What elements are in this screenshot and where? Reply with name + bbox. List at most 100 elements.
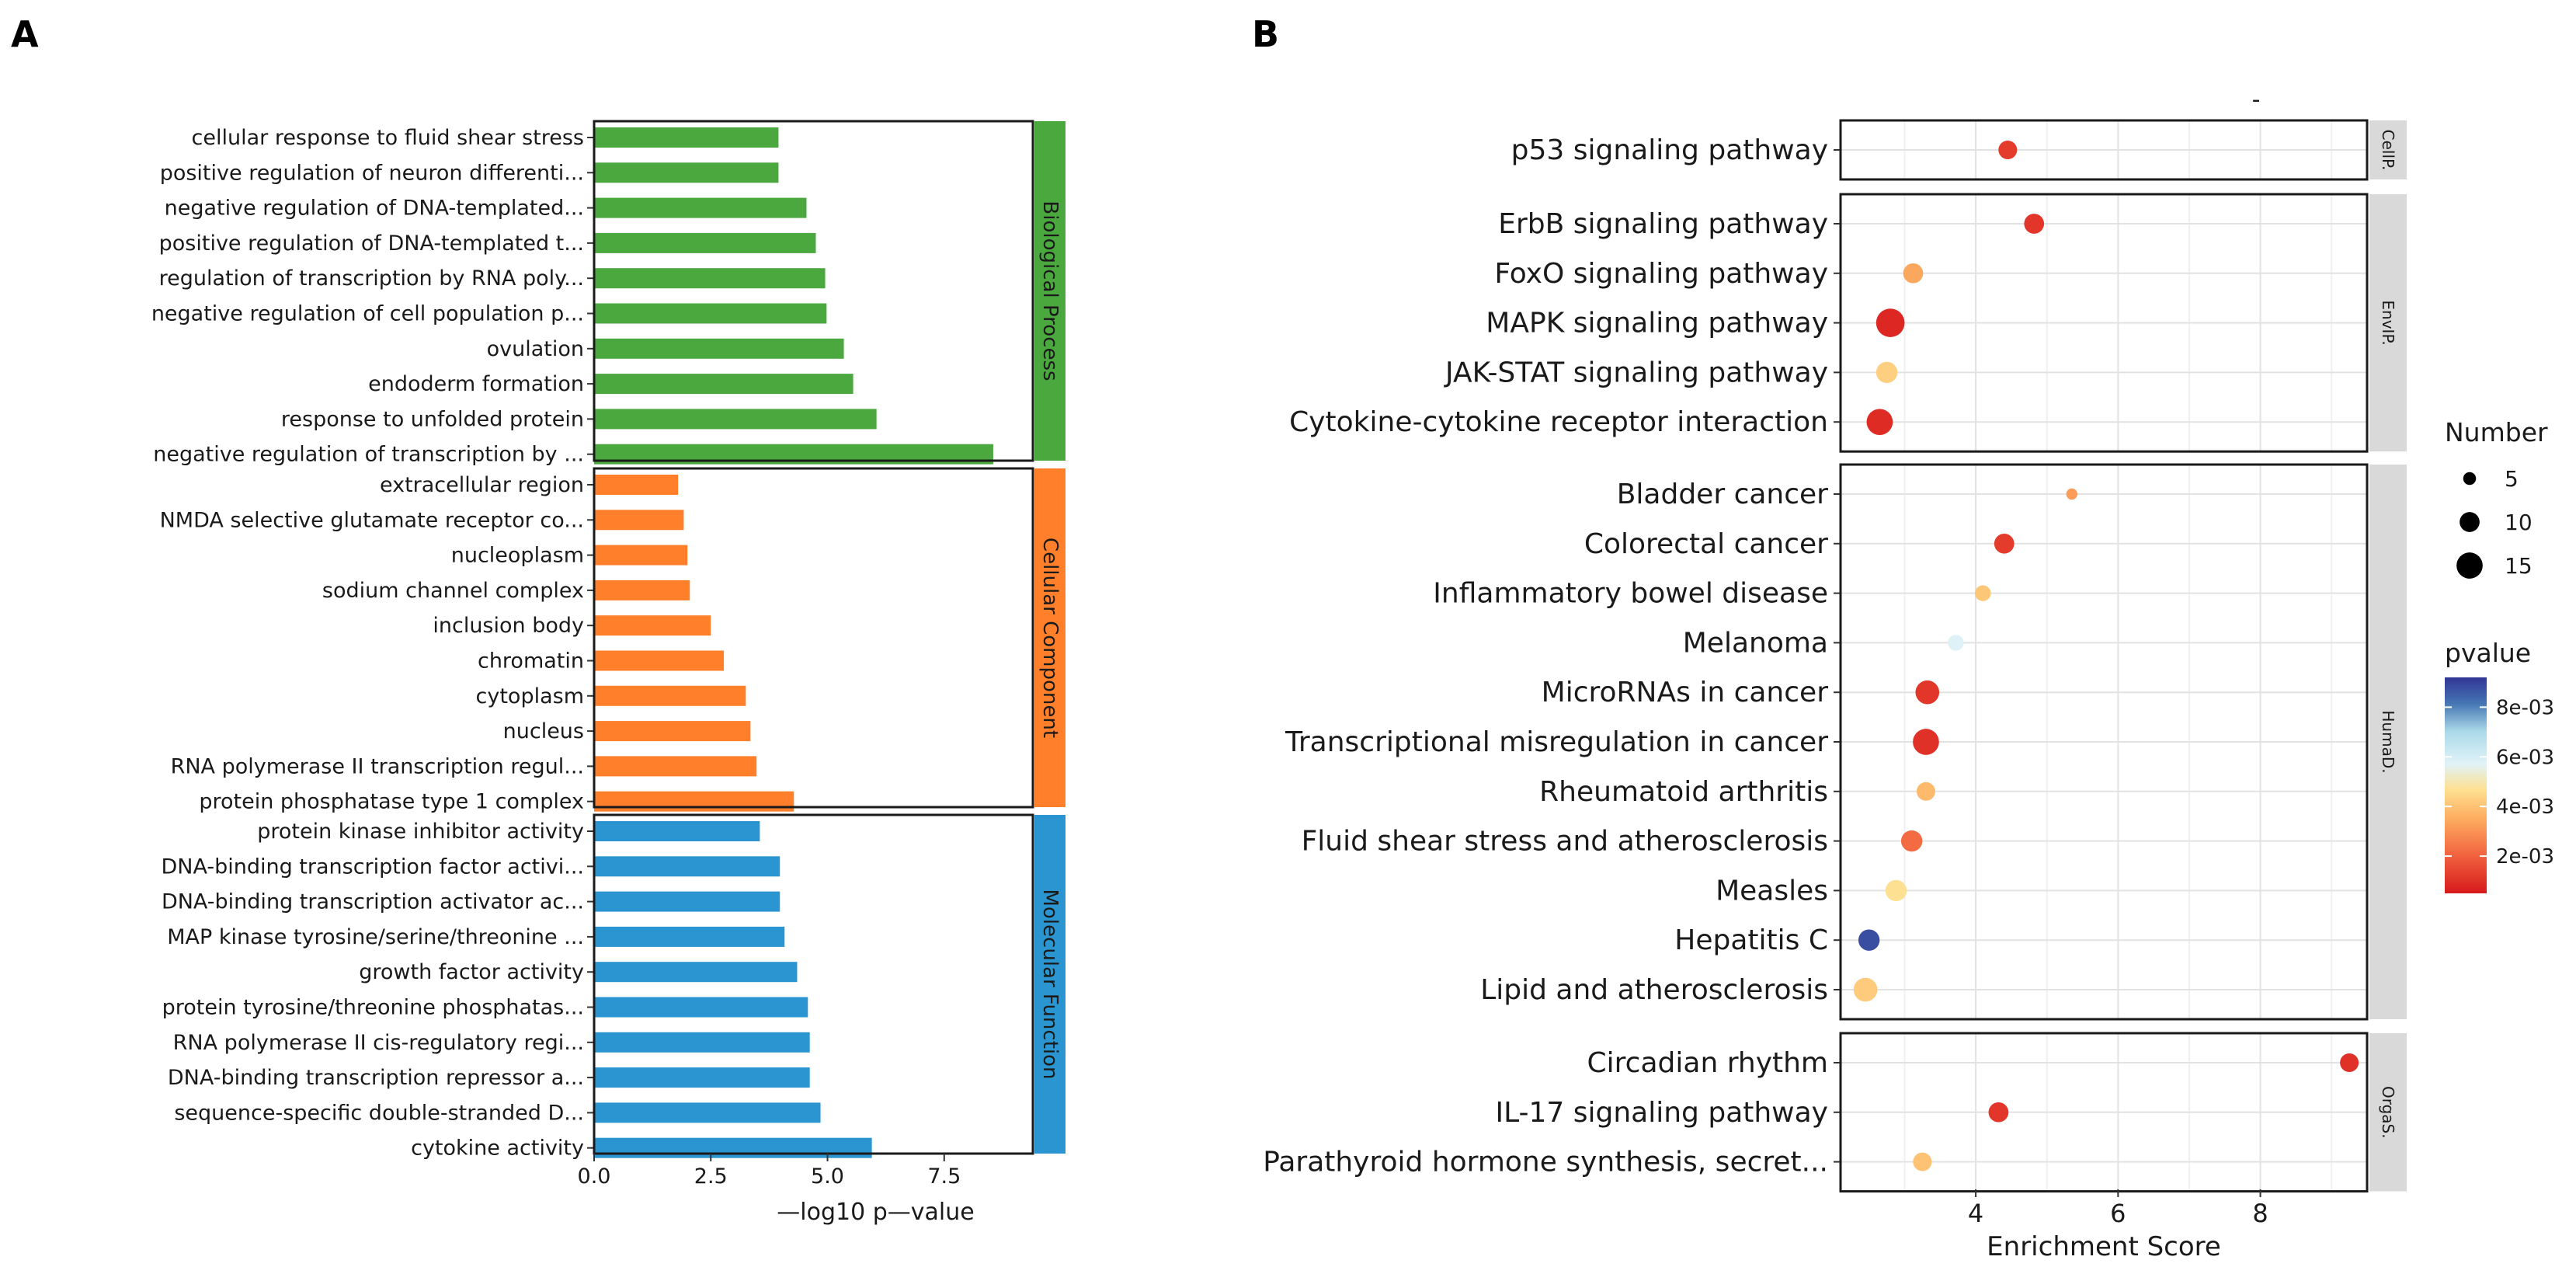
size-legend-title: Number bbox=[2445, 417, 2548, 447]
group-frame bbox=[593, 467, 1034, 809]
point bbox=[1975, 585, 1991, 601]
category-label: cytoplasm bbox=[476, 684, 584, 708]
facet-label: HumaD. bbox=[2379, 710, 2397, 773]
facet-strip bbox=[2369, 465, 2407, 1019]
colorbar-tick-label: 6e-03 bbox=[2496, 746, 2554, 769]
x-axis-title: —log10 p—value bbox=[777, 1199, 974, 1226]
go-enrichment-bar-chart: cellular response to fluid shear stress p… bbox=[151, 120, 1066, 1226]
category-label: cellular response to fluid shear stress bbox=[192, 126, 584, 150]
bar bbox=[594, 197, 807, 218]
category-label: nucleus bbox=[503, 719, 584, 743]
term-label: Circadian rhythm bbox=[1587, 1047, 1828, 1079]
category-label: endoderm formation bbox=[368, 372, 584, 396]
category-label: positive regulation of DNA-templated t..… bbox=[159, 231, 584, 256]
point bbox=[1988, 1102, 2009, 1123]
facet-frame bbox=[1839, 1032, 2369, 1193]
x-tick-label: 6 bbox=[2110, 1199, 2126, 1228]
group-0: cellular response to fluid shear stress p… bbox=[151, 120, 1066, 467]
category-label: negative regulation of DNA-templated... bbox=[165, 197, 584, 221]
bar bbox=[594, 580, 690, 600]
category-label: DNA-binding transcription repressor a... bbox=[168, 1066, 584, 1090]
x-tick-label: 4 bbox=[1968, 1199, 1983, 1228]
x-tick-label: 8 bbox=[2252, 1199, 2268, 1228]
category-label: RNA polymerase II cis-regulatory regi... bbox=[173, 1031, 584, 1055]
bar bbox=[594, 510, 684, 531]
color-legend: pvalue 2e-03 4e-03 6e-03 8e-03 bbox=[2445, 638, 2554, 893]
term-label: ErbB signaling pathway bbox=[1498, 208, 1828, 240]
bar bbox=[594, 374, 853, 395]
term-label: Parathyroid hormone synthesis, secret... bbox=[1263, 1147, 1828, 1178]
bar bbox=[594, 756, 757, 777]
point bbox=[1876, 361, 1898, 384]
bar bbox=[594, 615, 711, 636]
category-label: protein kinase inhibitor activity bbox=[257, 820, 584, 844]
facet-frame bbox=[1839, 463, 2369, 1021]
category-label: regulation of transcription by RNA poly.… bbox=[159, 266, 584, 291]
bar bbox=[594, 162, 779, 183]
bar bbox=[594, 268, 826, 289]
x-axis: 0.0 2.5 5.0 7.5 —log10 p—value bbox=[578, 1154, 975, 1226]
panel-a-label: A bbox=[11, 13, 39, 55]
colorbar bbox=[2445, 677, 2487, 893]
bar bbox=[594, 926, 785, 947]
term-label: MAPK signaling pathway bbox=[1486, 308, 1828, 339]
facet-strip bbox=[2369, 120, 2407, 179]
facet-strip bbox=[1034, 815, 1066, 1154]
point bbox=[2024, 214, 2045, 234]
bar bbox=[594, 475, 679, 495]
color-legend-title: pvalue bbox=[2445, 638, 2531, 668]
point bbox=[1853, 977, 1878, 1002]
point bbox=[1913, 729, 1939, 755]
facet-label: OrgaS. bbox=[2379, 1086, 2397, 1139]
category-label: sodium channel complex bbox=[322, 579, 584, 603]
size-legend-label: 5 bbox=[2505, 466, 2519, 492]
bar bbox=[594, 232, 816, 253]
term-label: Fluid shear stress and atherosclerosis bbox=[1302, 826, 1828, 858]
bar bbox=[594, 1102, 821, 1123]
bar bbox=[594, 1067, 810, 1088]
group-frame bbox=[593, 813, 1034, 1155]
facet-strip bbox=[1034, 468, 1066, 807]
category-label: nucleoplasm bbox=[451, 544, 584, 568]
point bbox=[1998, 141, 2018, 159]
category-label: DNA-binding transcription factor activi.… bbox=[161, 855, 584, 879]
colorbar-tick-label: 4e-03 bbox=[2496, 795, 2554, 819]
facet-3: Circadian rhythm IL-17 signaling pathway P… bbox=[1263, 1032, 2407, 1193]
bar bbox=[594, 409, 877, 430]
category-label: growth factor activity bbox=[359, 960, 584, 984]
facet-strip bbox=[2369, 1033, 2407, 1192]
category-label: positive regulation of neuron differenti… bbox=[160, 161, 584, 185]
point bbox=[1866, 409, 1893, 436]
x-tick-label: 5.0 bbox=[811, 1164, 844, 1189]
term-label: FoxO signaling pathway bbox=[1494, 258, 1828, 290]
term-label: JAK-STAT signaling pathway bbox=[1444, 357, 1828, 388]
facet-label: Cellular Component bbox=[1038, 538, 1062, 738]
category-label: DNA-binding transcription activator ac..… bbox=[162, 890, 584, 914]
x-tick-label: 0.0 bbox=[578, 1164, 611, 1189]
bar bbox=[594, 303, 827, 324]
point bbox=[1903, 263, 1924, 284]
group-1: extracellular region NMDA selective gluta… bbox=[160, 467, 1066, 814]
facet-label: EnvIP. bbox=[2379, 300, 2397, 345]
term-label: Rheumatoid arthritis bbox=[1539, 776, 1828, 808]
term-label: Lipid and atherosclerosis bbox=[1480, 974, 1828, 1006]
term-label: Melanoma bbox=[1683, 627, 1828, 659]
bar bbox=[594, 791, 794, 812]
facet-frame bbox=[1839, 193, 2369, 453]
point bbox=[1994, 533, 2015, 554]
facet-0: p53 signaling pathway CellP. bbox=[1511, 119, 2407, 181]
bar bbox=[594, 721, 751, 742]
group-2: protein kinase inhibitor activity DNA-bin… bbox=[161, 813, 1066, 1161]
term-label: Hepatitis C bbox=[1674, 924, 1828, 956]
size-legend-dot bbox=[2463, 472, 2477, 486]
point bbox=[1916, 781, 1935, 801]
kegg-enrichment-dot-plot: - p53 signaling pathway CellP. ErbB signali… bbox=[1263, 86, 2554, 1262]
point bbox=[1913, 1152, 1932, 1171]
term-label: Bladder cancer bbox=[1617, 479, 1828, 510]
point bbox=[1858, 929, 1880, 951]
panel-b-label: B bbox=[1252, 13, 1279, 55]
point bbox=[1876, 308, 1905, 337]
bar bbox=[594, 1032, 810, 1053]
point bbox=[2340, 1053, 2359, 1072]
bar bbox=[594, 685, 746, 706]
